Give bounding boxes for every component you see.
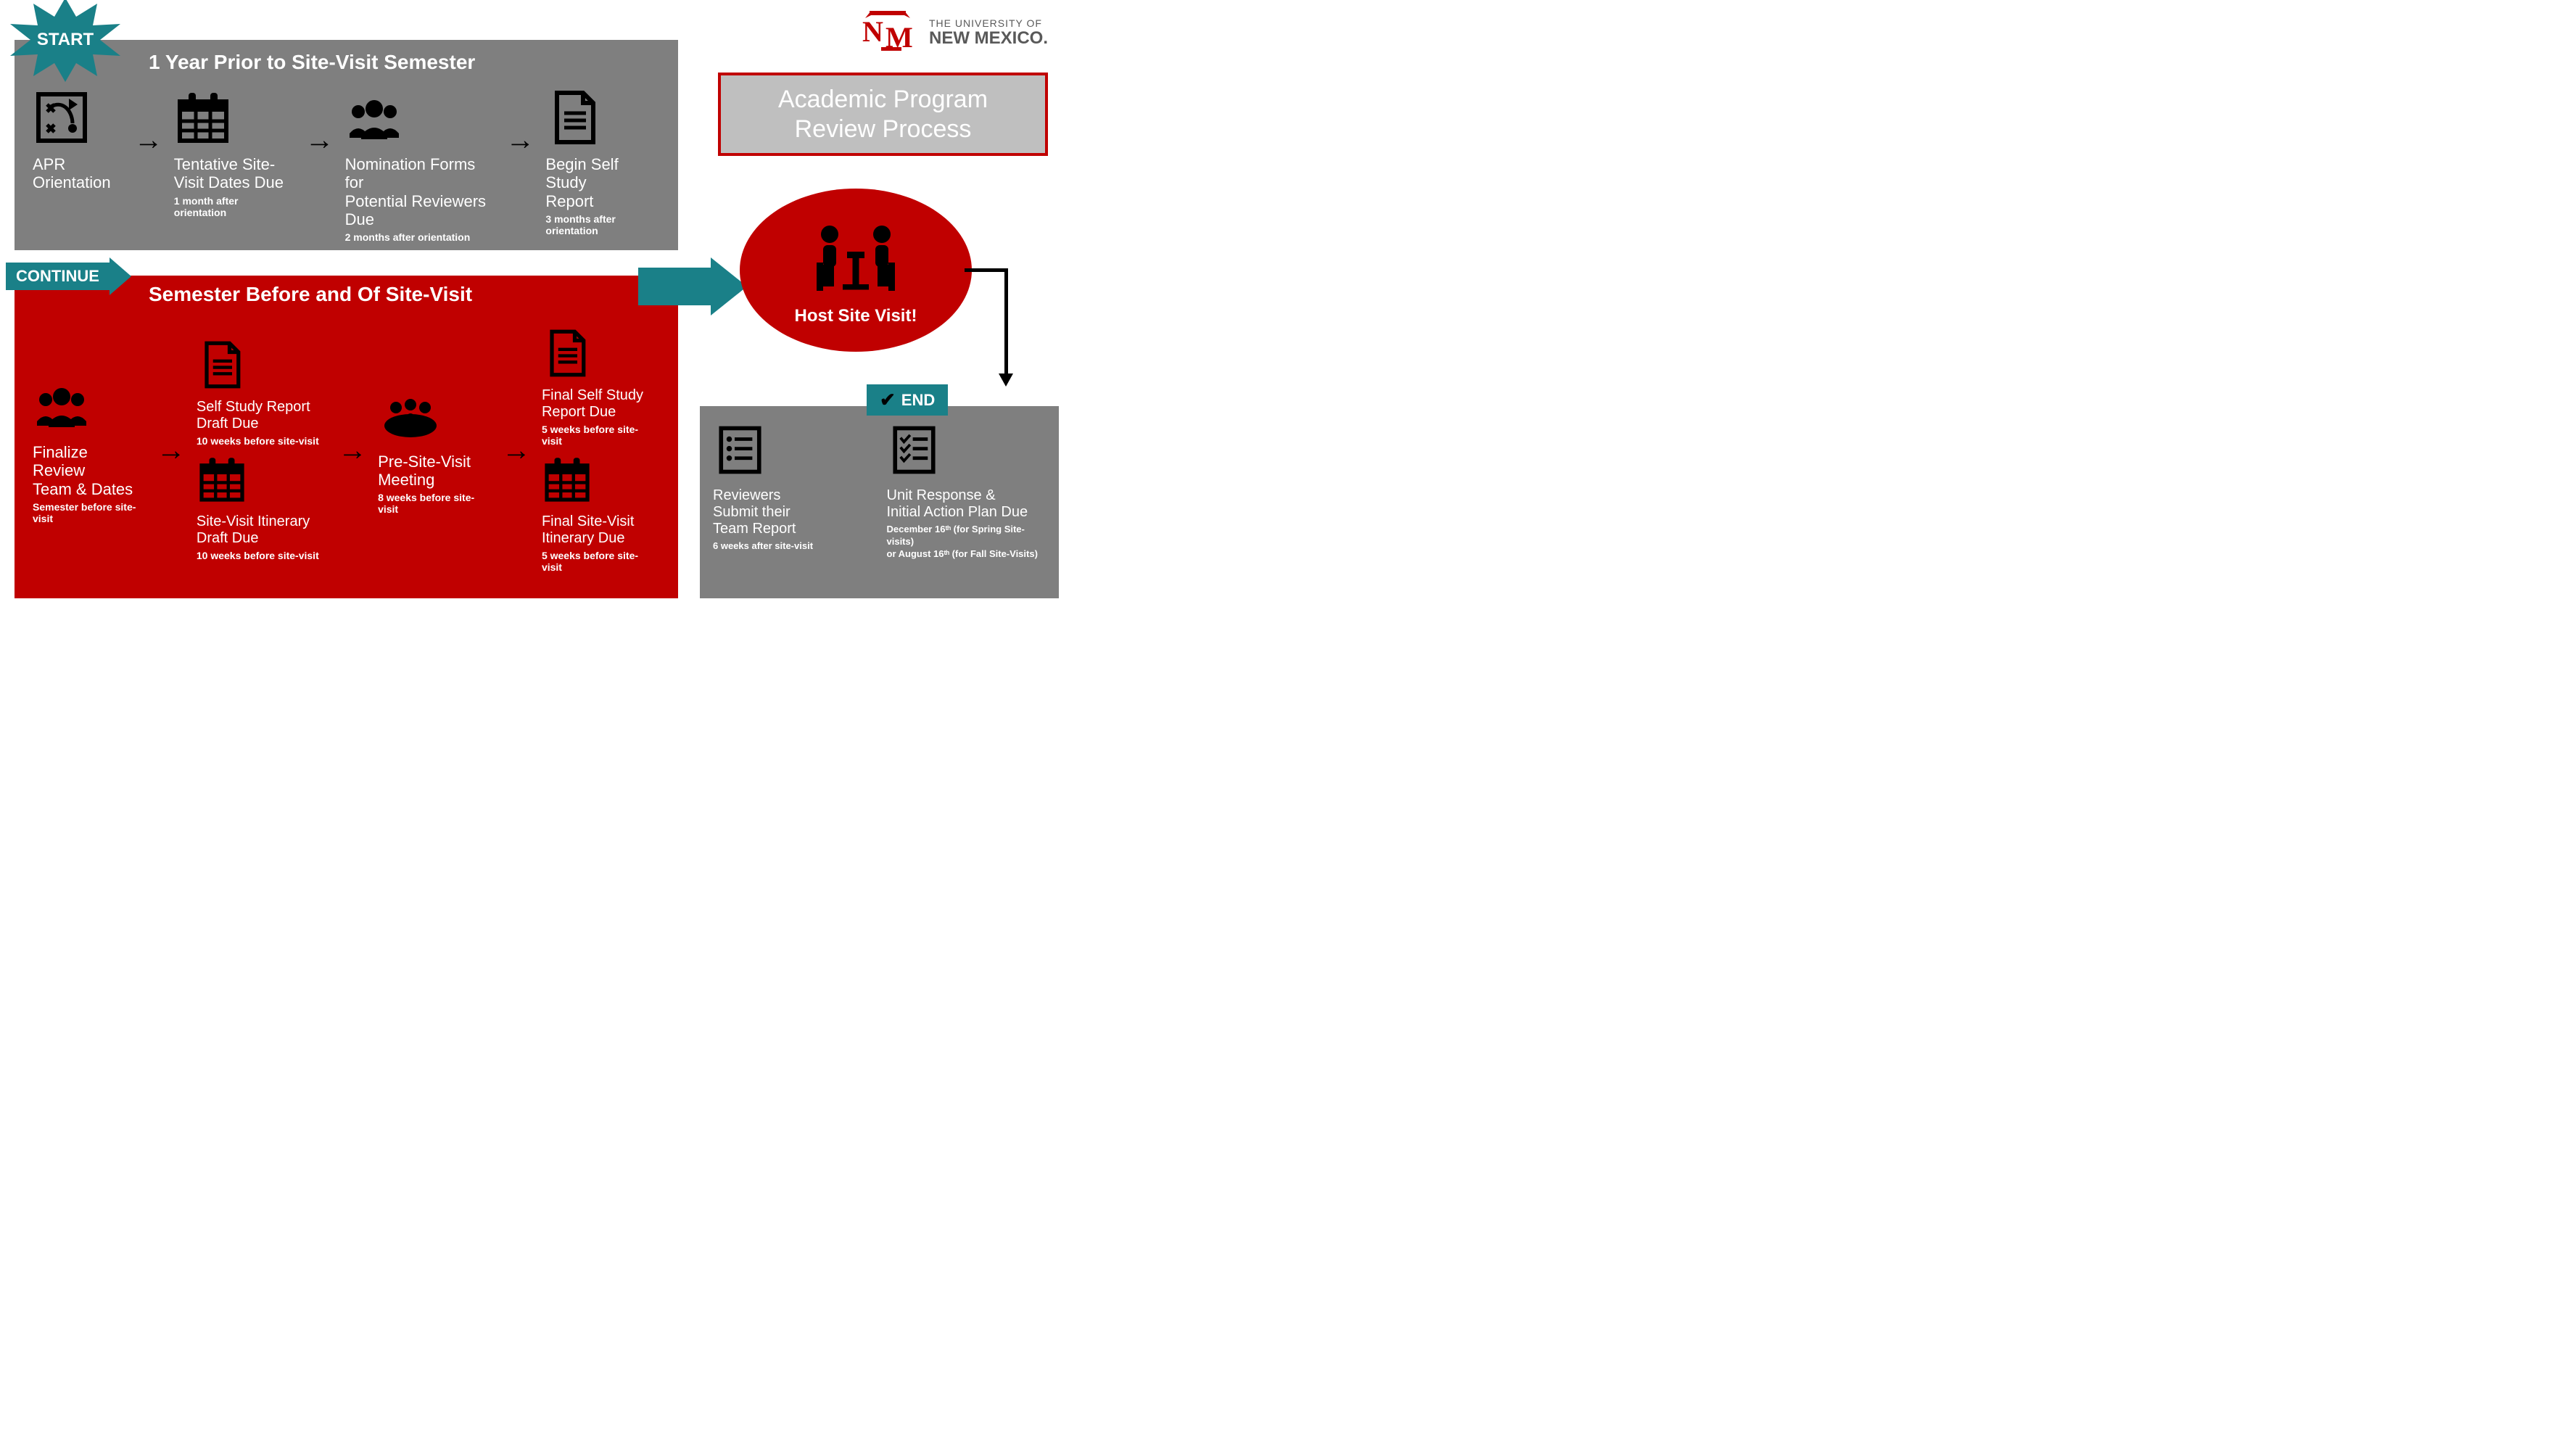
unm-logo-mark: N M bbox=[862, 11, 920, 54]
strategy-icon bbox=[33, 88, 91, 146]
connector-line bbox=[965, 268, 1008, 392]
step-label: Nomination Forms for Potential Reviewers… bbox=[345, 155, 488, 228]
col2: Self Study Report Draft Due 10 weeks bef… bbox=[197, 339, 327, 561]
phase2-title: Semester Before and Of Site-Visit bbox=[149, 283, 660, 306]
step-label: Tentative Site- Visit Dates Due bbox=[174, 155, 284, 192]
step-sub: 10 weeks before site-visit bbox=[197, 550, 319, 561]
step-sub: 5 weeks before site-visit bbox=[542, 550, 653, 573]
step-finalize-team: Finalize Review Team & Dates Semester be… bbox=[33, 376, 139, 524]
continue-text: CONTINUE bbox=[6, 263, 110, 290]
university-line1: THE UNIVERSITY OF bbox=[929, 18, 1048, 29]
step-sub: December 16ᵗʰ (for Spring Site-visits) o… bbox=[887, 524, 1039, 561]
step-sub: 3 months after orientation bbox=[545, 213, 653, 236]
step-nomination-forms: Nomination Forms for Potential Reviewers… bbox=[345, 88, 488, 243]
step-label: Unit Response & Initial Action Plan Due bbox=[887, 487, 1028, 521]
step-apr-orientation: APR Orientation bbox=[33, 88, 116, 192]
step-sub: 5 weeks before site-visit bbox=[542, 424, 653, 447]
interview-icon bbox=[798, 215, 914, 302]
check-icon: ✔ bbox=[880, 389, 896, 411]
phase2-panel: Semester Before and Of Site-Visit Finali… bbox=[15, 276, 678, 598]
step-team-report: Reviewers Submit their Team Report 6 wee… bbox=[713, 421, 865, 584]
big-arrow bbox=[638, 257, 747, 315]
continue-badge: CONTINUE bbox=[6, 257, 131, 295]
arrow-icon: → bbox=[134, 124, 163, 157]
title-line2: Review Process bbox=[795, 115, 972, 143]
unm-logo: N M THE UNIVERSITY OF NEW MEXICO. bbox=[862, 11, 1048, 54]
arrow-icon: → bbox=[338, 434, 367, 467]
arrow-icon: → bbox=[305, 124, 334, 157]
step-sub: 6 weeks after site-visit bbox=[713, 540, 813, 553]
people-icon bbox=[345, 88, 403, 146]
title-line1: Academic Program bbox=[778, 86, 988, 113]
step-sub: 1 month after orientation bbox=[174, 195, 287, 218]
arrow-icon: → bbox=[157, 434, 186, 467]
meeting-icon bbox=[378, 386, 443, 444]
document-icon bbox=[197, 339, 247, 390]
document-icon bbox=[542, 328, 593, 379]
start-text: START bbox=[7, 0, 123, 83]
svg-text:N: N bbox=[862, 15, 883, 48]
apr-title-box: Academic ProgramReview Process bbox=[718, 73, 1048, 156]
end-text: END bbox=[901, 391, 935, 410]
step-itinerary-draft: Site-Visit Itinerary Draft Due 10 weeks … bbox=[197, 454, 320, 561]
checkdoc-icon bbox=[887, 421, 941, 479]
arrow-icon: → bbox=[502, 434, 531, 467]
host-site-visit: Host Site Visit! bbox=[740, 189, 972, 352]
step-label: Final Site-Visit Itinerary Due bbox=[542, 513, 653, 547]
step-pre-site-meeting: Pre-Site-Visit Meeting 8 weeks before si… bbox=[378, 386, 484, 516]
step-final-itinerary: Final Site-Visit Itinerary Due 5 weeks b… bbox=[542, 454, 653, 573]
arrow-icon: → bbox=[505, 124, 534, 157]
step-label: Finalize Review Team & Dates bbox=[33, 443, 139, 498]
step-label: Reviewers Submit their Team Report bbox=[713, 487, 796, 537]
phase3-panel: Reviewers Submit their Team Report 6 wee… bbox=[700, 406, 1059, 598]
people-icon bbox=[33, 376, 91, 434]
host-label: Host Site Visit! bbox=[795, 306, 917, 326]
step-label: APR Orientation bbox=[33, 155, 111, 192]
step-final-self-study: Final Self Study Report Due 5 weeks befo… bbox=[542, 328, 653, 447]
step-sub: 2 months after orientation bbox=[345, 231, 471, 243]
step-label: Final Self Study Report Due bbox=[542, 387, 653, 421]
step-self-study-draft: Self Study Report Draft Due 10 weeks bef… bbox=[197, 339, 320, 447]
step-label: Pre-Site-Visit Meeting bbox=[378, 453, 471, 490]
col4: Final Self Study Report Due 5 weeks befo… bbox=[542, 328, 660, 573]
start-badge: START bbox=[7, 0, 123, 83]
document-icon bbox=[545, 88, 603, 146]
phase1-title: 1 Year Prior to Site-Visit Semester bbox=[149, 51, 660, 74]
step-sub: 8 weeks before site-visit bbox=[378, 492, 484, 515]
calendar-icon bbox=[542, 454, 593, 505]
step-label: Begin Self Study Report bbox=[545, 155, 653, 210]
step-label: Site-Visit Itinerary Draft Due bbox=[197, 513, 320, 547]
calendar-icon bbox=[174, 88, 232, 146]
listdoc-icon bbox=[713, 421, 767, 479]
step-sub: 10 weeks before site-visit bbox=[197, 435, 319, 447]
step-unit-response: Unit Response & Initial Action Plan Due … bbox=[887, 421, 1039, 584]
step-label: Self Study Report Draft Due bbox=[197, 399, 320, 432]
calendar-icon bbox=[197, 454, 247, 505]
end-badge: ✔ END bbox=[867, 384, 948, 416]
university-line2: NEW MEXICO. bbox=[929, 29, 1048, 47]
step-tentative-dates: Tentative Site- Visit Dates Due 1 month … bbox=[174, 88, 287, 218]
step-begin-self-study: Begin Self Study Report 3 months after o… bbox=[545, 88, 653, 236]
step-sub: Semester before site-visit bbox=[33, 501, 139, 524]
